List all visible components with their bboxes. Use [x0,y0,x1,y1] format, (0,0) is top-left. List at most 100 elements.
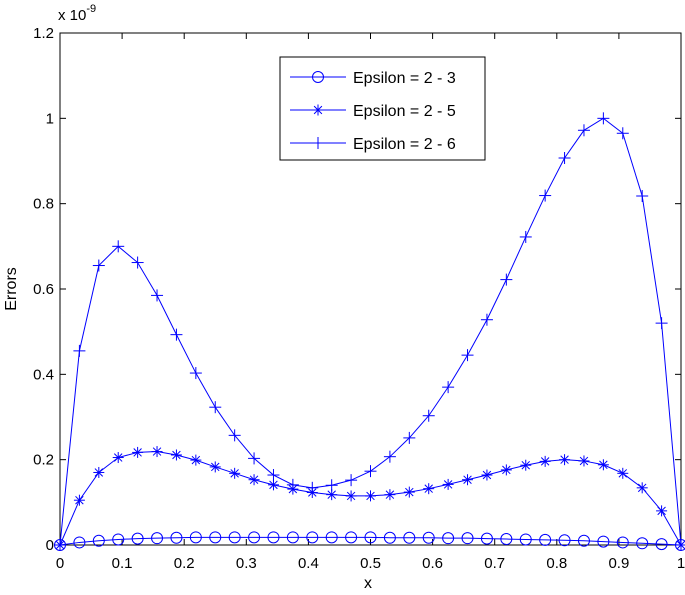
data-point-circle [577,534,590,547]
data-point-circle [189,531,202,544]
data-point-plus [480,313,493,326]
y-exponent-label: x 10-9 [58,3,96,24]
series-line-circle [59,536,682,546]
data-point-star [345,490,357,502]
data-point-circle [325,531,338,544]
data-point-circle [364,531,377,544]
x-tick-label: 0.7 [484,555,505,572]
data-point-plus [675,539,685,551]
data-point-star [248,474,260,486]
data-point-star [170,449,182,461]
data-point-plus [209,401,222,414]
data-point-plus [286,478,299,491]
data-point-plus [636,189,649,202]
data-point-star [578,455,590,467]
legend-marker-star [312,104,324,116]
data-point-star [617,467,629,479]
data-point-plus [577,124,590,137]
series-plus [54,112,685,551]
data-point-circle [131,532,144,545]
data-point-star [520,459,532,471]
y-tick-labels: 0 0.2 0.4 0.6 0.8 1 1.2 [33,25,54,554]
data-point-star [423,483,435,495]
legend: Epsilon = 2 - 3 Epsilon = 2 - 5 Epsilon = … [279,56,486,161]
y-tick-label: 0.4 [33,366,54,383]
data-point-circle [500,533,513,546]
data-point-plus [383,450,396,463]
x-tick-label: 0.6 [422,555,443,572]
data-point-star [73,494,85,506]
legend-label: Epsilon = 2 - 6 [353,136,456,153]
series-star [54,446,685,551]
data-point-plus [364,465,377,478]
data-point-plus [131,256,144,269]
data-point-star [229,467,241,479]
data-point-star [559,454,571,466]
y-tick-label: 0.8 [33,196,54,213]
data-point-circle [228,531,241,544]
data-point-circle [403,531,416,544]
data-point-star [267,479,279,491]
x-tick-label: 0.1 [112,555,133,572]
y-axis-label: Errors [3,267,20,311]
x-tick-label: 1 [677,555,685,572]
data-point-star [403,486,415,498]
x-axis-label: x [364,575,372,592]
data-point-star [462,474,474,486]
data-point-star [209,461,221,473]
data-point-plus [54,539,66,551]
y-tick-label: 1.2 [33,25,54,42]
x-tick-label: 0 [56,555,64,572]
data-point-star [190,454,202,466]
data-point-circle [383,531,396,544]
data-point-star [597,459,609,471]
legend-label: Epsilon = 2 - 5 [353,103,456,120]
data-point-circle [519,533,532,546]
data-point-star [132,446,144,458]
data-point-circle [306,531,319,544]
data-point-plus [112,240,125,253]
data-point-circle [73,536,86,549]
data-point-circle [597,535,610,548]
data-point-circle [539,533,552,546]
data-point-plus [500,273,513,286]
data-point-plus [151,289,164,302]
x-tick-label: 0.2 [174,555,195,572]
legend-item: Epsilon = 2 - 5 [290,103,456,120]
data-point-plus [616,127,629,140]
x-tick-labels: 0 0.1 0.2 0.3 0.4 0.5 0.6 0.7 0.8 0.9 1 [56,555,685,572]
data-point-star [539,455,551,467]
data-point-circle [248,531,261,544]
data-point-circle [92,534,105,547]
data-point-circle [112,533,125,546]
data-point-circle [655,538,668,551]
data-point-plus [539,189,552,202]
data-point-star [112,452,124,464]
data-point-circle [151,532,164,545]
legend-marker-plus [312,137,324,149]
data-point-star [636,482,648,494]
data-point-star [500,464,512,476]
data-point-plus [655,317,668,330]
data-point-plus [325,479,338,492]
data-point-star [93,466,105,478]
legend-item: Epsilon = 2 - 6 [290,136,456,153]
data-point-plus [345,474,358,487]
x-tick-label: 0.9 [608,555,629,572]
y-tick-label: 0.6 [33,281,54,298]
x-tick-label: 0.3 [236,555,257,572]
data-point-circle [422,531,435,544]
data-point-circle [267,531,280,544]
data-point-circle [558,534,571,547]
y-tick-label: 0.2 [33,452,54,469]
legend-label: Epsilon = 2 - 3 [353,70,456,87]
data-point-plus [189,367,202,380]
data-point-circle [442,532,455,545]
data-point-plus [73,344,86,357]
data-point-star [151,446,163,458]
y-exponent-power: -9 [86,3,96,15]
legend-marker-circle [312,71,324,83]
data-point-circle [286,531,299,544]
data-point-plus [442,381,455,394]
